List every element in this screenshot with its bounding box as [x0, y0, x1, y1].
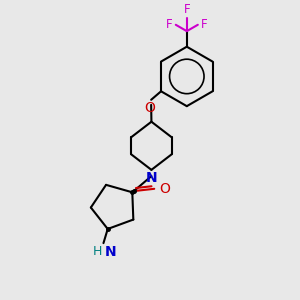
- Text: O: O: [159, 182, 170, 196]
- Text: N: N: [105, 244, 116, 259]
- Text: N: N: [146, 171, 157, 185]
- Text: H: H: [93, 245, 102, 258]
- Text: O: O: [144, 101, 155, 115]
- Text: F: F: [166, 18, 172, 31]
- Text: F: F: [201, 18, 208, 31]
- Text: F: F: [184, 3, 190, 16]
